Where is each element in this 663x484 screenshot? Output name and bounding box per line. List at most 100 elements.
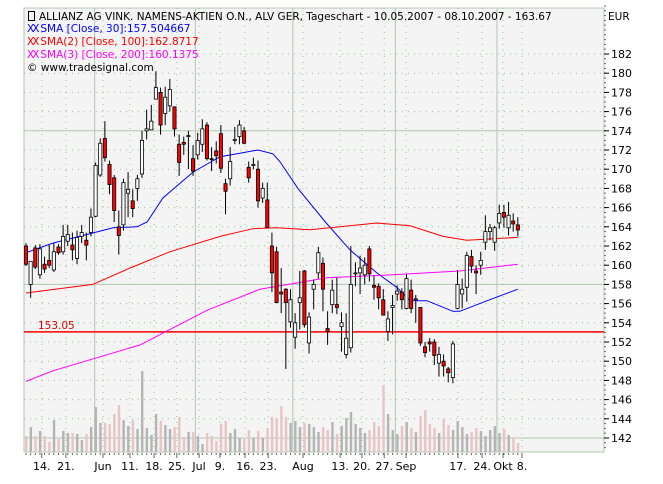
y-tick-label: 170: [611, 163, 632, 176]
y-tick-label: 166: [611, 202, 632, 215]
y-tick-label: 154: [611, 317, 632, 330]
candle-body: [288, 299, 293, 323]
candle: [61, 224, 66, 255]
volume-bar: [43, 436, 46, 452]
x-tick-label: Okt: [493, 460, 513, 473]
candle-body: [93, 164, 98, 217]
volume-bar: [340, 426, 343, 452]
candle: [348, 246, 353, 353]
candle-body: [283, 288, 288, 304]
candle-body: [344, 337, 349, 355]
candle: [464, 251, 469, 302]
candle-body: [130, 200, 135, 209]
x-tick-label: Aug: [292, 460, 313, 473]
candle: [390, 294, 395, 335]
volume-bar: [470, 432, 473, 452]
candle-body: [409, 289, 414, 309]
candle: [130, 189, 135, 218]
candle-body: [390, 305, 395, 308]
y-tick-label: 176: [611, 106, 632, 119]
candle: [116, 210, 121, 255]
candle-body: [423, 346, 428, 353]
candles: [23, 71, 520, 384]
candle: [274, 246, 279, 304]
sma-line: [25, 263, 518, 382]
candle: [515, 217, 520, 237]
volume-bar: [215, 441, 218, 452]
candle: [33, 245, 38, 270]
volume-bar: [437, 433, 441, 452]
candle-body: [28, 260, 33, 285]
candle: [75, 230, 80, 265]
volume-bar: [284, 417, 288, 452]
volume-bar: [294, 421, 297, 452]
volume-bar: [164, 425, 167, 452]
volume-bar: [493, 426, 497, 452]
candle-body: [75, 236, 80, 259]
candle-body: [483, 231, 488, 243]
candle: [186, 130, 191, 170]
candle-body: [381, 299, 386, 316]
candle-body: [51, 251, 56, 271]
x-tick-label: 8.: [517, 460, 528, 473]
x-axis: 14. 21. Jun 11. 18. 25. Jul 9. 16. 23. Aug 13. 20. 27…: [25, 453, 528, 473]
candle-body: [353, 272, 358, 275]
candle: [427, 338, 432, 352]
candle: [418, 307, 423, 346]
y-tick-label: 152: [611, 336, 632, 349]
x-tick-label: 27.: [375, 460, 393, 473]
candle: [214, 141, 219, 164]
candle: [177, 134, 182, 176]
legend-sma100[interactable]: XX SMA(2) [Close, 100]:162.8717: [27, 36, 199, 48]
candle: [376, 283, 381, 310]
volume-bar: [201, 444, 204, 452]
candle-body: [47, 259, 52, 266]
candle: [450, 341, 455, 384]
candle-body: [395, 290, 400, 295]
volume-bar: [159, 421, 162, 452]
volume-bar: [502, 429, 506, 452]
candle: [153, 71, 158, 100]
legend-sma30[interactable]: XX SMA [Close, 30]:157.504667: [27, 23, 190, 35]
candle: [288, 289, 293, 328]
legend-sma200[interactable]: XX SMA(3) [Close, 200]:160.1375: [27, 49, 199, 61]
volume-bar: [410, 428, 413, 452]
candle: [409, 279, 414, 314]
candle-body: [385, 318, 390, 332]
volume-bar: [428, 424, 432, 452]
volume-bar: [238, 438, 241, 452]
volume-bar: [52, 420, 56, 452]
candle-body: [418, 307, 423, 344]
candle-body: [348, 283, 353, 349]
candle-body: [515, 224, 520, 231]
candle: [358, 255, 363, 294]
copyright[interactable]: © www.tradesignal.com: [27, 62, 154, 74]
candle: [460, 278, 465, 309]
candle-body: [376, 285, 381, 299]
candle-body: [242, 130, 247, 144]
volume-bar: [103, 423, 107, 452]
candle-body: [399, 291, 404, 301]
volume-bar: [89, 427, 93, 452]
candle: [362, 257, 367, 285]
candle: [293, 313, 298, 349]
candle: [218, 125, 223, 174]
candle-body: [135, 178, 140, 189]
candle-body: [144, 128, 149, 132]
candle-body: [265, 199, 270, 229]
candle-body: [153, 87, 158, 100]
volume-bar: [451, 430, 455, 452]
candle: [436, 346, 441, 377]
candle: [316, 246, 321, 279]
candle: [79, 224, 84, 244]
candle-body: [269, 245, 274, 274]
candle: [260, 182, 265, 203]
x-tick-label: 14.: [33, 460, 51, 473]
volume-bar: [196, 436, 200, 452]
volume-bar: [442, 419, 445, 452]
candle: [385, 311, 390, 342]
candle: [251, 157, 256, 170]
volume-bar: [178, 417, 181, 452]
candle-body: [311, 283, 316, 290]
candle: [84, 232, 89, 261]
